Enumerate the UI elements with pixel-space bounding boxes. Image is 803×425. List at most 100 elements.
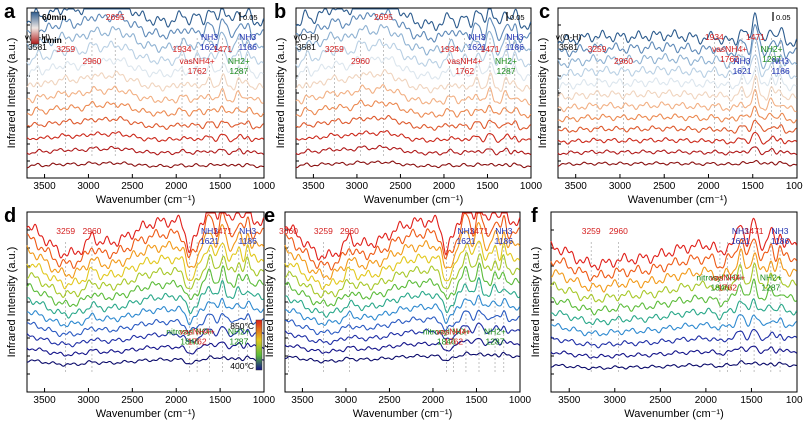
x-tick-label: 3500	[291, 395, 314, 406]
spectrum-a-5	[26, 100, 265, 118]
x-tick-label: 1000	[786, 395, 803, 406]
panel-a: a 3500 3000 2500 2000 1500 1000 Wavenumber (cm⁻…	[4, 1, 276, 206]
spectrum-d-10	[26, 223, 265, 279]
peak-label-3259: 3259	[325, 44, 344, 54]
spectrum-e-7	[284, 262, 520, 307]
spectrum-a-12	[26, 8, 265, 28]
spectrum-c-2	[557, 146, 797, 156]
y-axis-label: Infrared Intensity (a.u.)	[537, 38, 549, 149]
peak-label-1287: NH2+	[760, 272, 782, 282]
peak-label-1846: nitrosyl NO+	[423, 326, 470, 336]
peak-value-1621: 1621	[456, 236, 475, 246]
colorbar-min-label: 400°C	[230, 361, 254, 371]
peak-label-1186: NH3	[239, 226, 256, 236]
peak-label-1934: 1934	[173, 44, 192, 54]
x-tick-label: 3000	[609, 181, 632, 192]
x-tick-label: 2000	[433, 181, 456, 192]
x-axis-label: Wavenumber (cm⁻¹)	[364, 194, 464, 206]
peak-value-1846: 1846	[180, 336, 199, 346]
scale-bar-label: 0.05	[776, 13, 791, 22]
x-tick-label: 1500	[742, 181, 765, 192]
spectrum-b-7	[295, 69, 531, 94]
x-tick-label: 1000	[520, 181, 543, 192]
x-tick-label: 3500	[302, 181, 325, 192]
spectrum-e-8	[284, 251, 520, 299]
x-tick-label: 3000	[604, 395, 627, 406]
spectrum-a-11	[26, 10, 264, 41]
scale-bar-label: 0.05	[510, 13, 525, 22]
peak-label-1621: NH3	[457, 226, 474, 236]
spectrum-f-3	[550, 328, 798, 349]
peak-value-1186: 1186	[771, 66, 790, 76]
peak-label-3259: 3259	[314, 226, 333, 236]
spectrum-e-1	[284, 351, 520, 364]
x-tick-label: 1500	[209, 395, 232, 406]
peak-value-1762: 1762	[188, 66, 207, 76]
spectrum-a-9	[26, 40, 264, 66]
spectrum-b-2	[295, 144, 532, 156]
spectrum-d-2	[26, 341, 264, 357]
spectrum-d-4	[26, 312, 264, 337]
spectrum-f-4	[550, 314, 797, 337]
colorbar-min-label: 1min	[42, 35, 62, 45]
spectrum-f-10	[550, 217, 798, 271]
x-tick-label: 2500	[121, 181, 144, 192]
peak-label-1186: NH3	[772, 226, 789, 236]
panel-label-e: e	[264, 205, 275, 227]
peak-value-3581: 3581	[28, 42, 47, 52]
x-tick-label: 1000	[786, 181, 803, 192]
peak-label-1287: NH2+	[761, 44, 783, 54]
x-tick-label: 2500	[389, 181, 412, 192]
peak-label-3581: v(O-H)	[556, 32, 582, 42]
spectrum-c-8	[557, 66, 797, 92]
panel-label-a: a	[4, 1, 16, 23]
spectrum-c-5	[557, 105, 798, 124]
peak-label-1621: NH3	[732, 226, 749, 236]
spectrum-b-1	[295, 160, 531, 169]
spectrum-c-12	[557, 11, 798, 47]
spectrum-b-4	[295, 114, 531, 131]
x-axis-label: Wavenumber (cm⁻¹)	[628, 194, 728, 206]
x-tick-label: 3500	[565, 181, 588, 192]
peak-label-3259: 3259	[588, 44, 607, 54]
peak-value-1287: 1287	[486, 336, 505, 346]
spectrum-a-2	[26, 145, 264, 156]
spectrum-d-3	[26, 326, 265, 348]
x-tick-label: 1000	[253, 181, 276, 192]
peak-value-1762: 1762	[718, 282, 737, 292]
spectrum-e-3	[284, 322, 521, 346]
peak-value-1287: 1287	[229, 336, 248, 346]
peak-value-1186: 1186	[239, 236, 258, 246]
x-tick-label: 2500	[653, 181, 676, 192]
panel-e: e 3500 3000 2500 2000 1500 1000 Wavenumber (cm⁻…	[264, 205, 532, 420]
peak-label-1621: NH3	[201, 32, 218, 42]
spectrum-d-1	[26, 355, 264, 367]
peak-label-1762: vasNH4+	[436, 326, 471, 336]
peak-label-1471: 1471	[746, 32, 765, 42]
x-axis-label: Wavenumber (cm⁻¹)	[624, 408, 724, 420]
spectrum-b-5	[295, 99, 532, 119]
x-tick-label: 3000	[346, 181, 369, 192]
peak-label-1471: 1471	[213, 44, 232, 54]
peak-label-1471: 1471	[213, 226, 232, 236]
x-tick-label: 2000	[697, 181, 720, 192]
panel-f: f 3500 3000 2500 2000 1500 1000 Wavenumber (cm⁻…	[530, 205, 803, 420]
x-tick-label: 3500	[33, 395, 56, 406]
y-axis-label: Infrared Intensity (a.u.)	[6, 38, 18, 149]
spectrum-b-3	[295, 130, 532, 143]
x-tick-label: 1500	[740, 395, 763, 406]
spectrum-f-1	[550, 360, 797, 371]
y-axis-label: Infrared Intensity (a.u.)	[6, 247, 18, 358]
spectrum-d-5	[26, 297, 265, 328]
x-tick-label: 1000	[253, 395, 276, 406]
peak-value-1621: 1621	[200, 236, 219, 246]
panel-d: d 3500 3000 2500 2000 1500 1000 Wavenumber (cm⁻…	[4, 205, 276, 420]
axis-frame	[284, 211, 521, 393]
spectrum-e-10	[284, 221, 521, 280]
x-tick-label: 2500	[649, 395, 672, 406]
peak-value-1762: 1762	[455, 66, 474, 76]
temp-colorbar	[255, 319, 263, 371]
spectrum-e-2	[284, 337, 521, 354]
spectrum-c-3	[557, 131, 797, 145]
peak-label-1621: NH3	[201, 226, 218, 236]
